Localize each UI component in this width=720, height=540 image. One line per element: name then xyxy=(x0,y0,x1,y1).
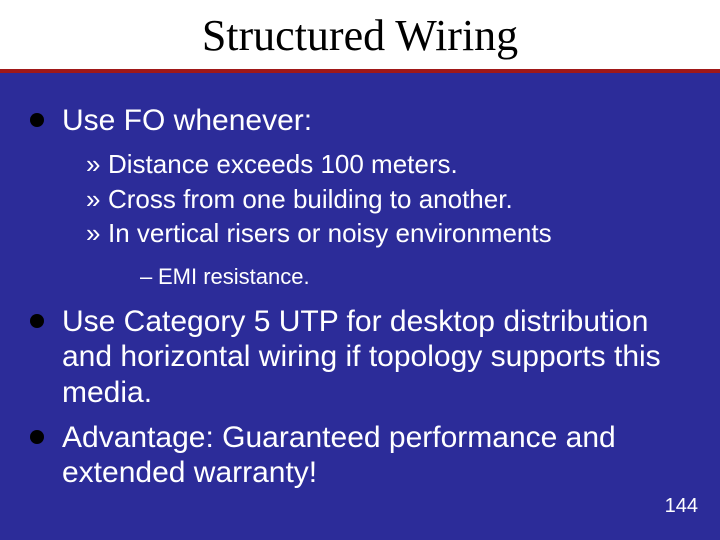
chevron-icon: » xyxy=(86,183,108,216)
slide-body: Use FO whenever: » Distance exceeds 100 … xyxy=(0,75,720,491)
bullet-text: Cross from one building to another. xyxy=(108,183,513,216)
dash-icon: – xyxy=(140,264,158,290)
bullet-level1: Advantage: Guaranteed performance and ex… xyxy=(30,420,690,491)
bullet-level1: Use FO whenever: xyxy=(30,103,690,138)
bullet-level1: Use Category 5 UTP for desktop distribut… xyxy=(30,304,690,410)
slide: Structured Wiring Use FO whenever: » Dis… xyxy=(0,0,720,540)
chevron-icon: » xyxy=(86,148,108,181)
bullet-level2: » In vertical risers or noisy environmen… xyxy=(86,217,690,250)
chevron-icon: » xyxy=(86,217,108,250)
bullet-text: Use FO whenever: xyxy=(62,103,312,138)
sublist: » Distance exceeds 100 meters. » Cross f… xyxy=(86,148,690,250)
bullet-text: Distance exceeds 100 meters. xyxy=(108,148,458,181)
bullet-level2: » Cross from one building to another. xyxy=(86,183,690,216)
bullet-dot-icon xyxy=(30,430,44,444)
subsublist: – EMI resistance. xyxy=(140,264,690,290)
bullet-dot-icon xyxy=(30,113,44,127)
bullet-text: Advantage: Guaranteed performance and ex… xyxy=(62,420,690,491)
bullet-level3: – EMI resistance. xyxy=(140,264,690,290)
bullet-text: EMI resistance. xyxy=(158,264,310,290)
bullet-dot-icon xyxy=(30,314,44,328)
bullet-text: In vertical risers or noisy environments xyxy=(108,217,552,250)
title-area: Structured Wiring xyxy=(0,0,720,75)
page-number: 144 xyxy=(665,495,698,518)
bullet-level2: » Distance exceeds 100 meters. xyxy=(86,148,690,181)
slide-title: Structured Wiring xyxy=(0,10,720,61)
bullet-text: Use Category 5 UTP for desktop distribut… xyxy=(62,304,690,410)
